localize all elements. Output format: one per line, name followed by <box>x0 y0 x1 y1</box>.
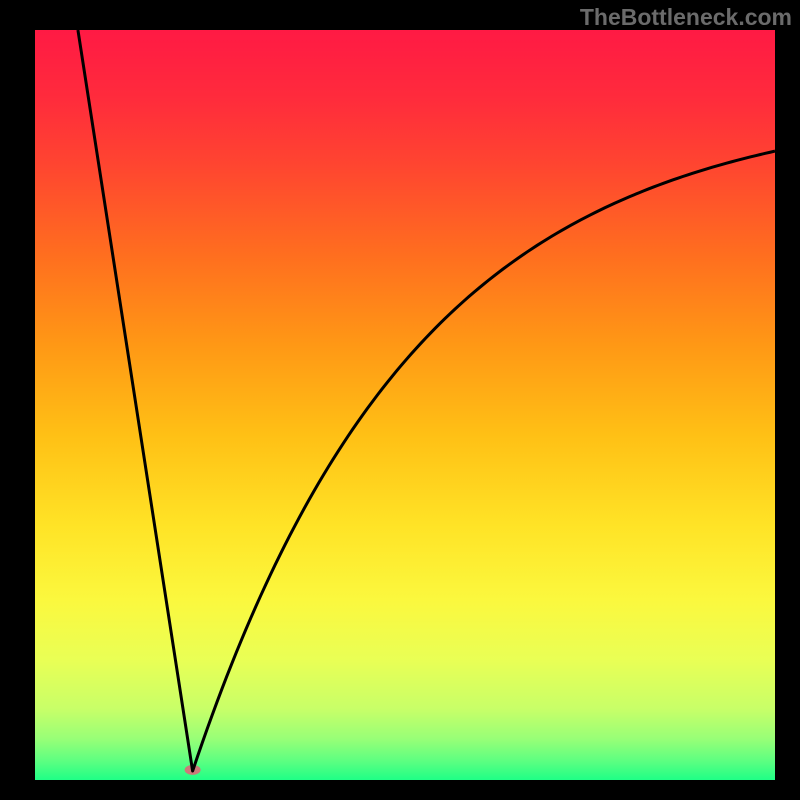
watermark-text: TheBottleneck.com <box>580 4 792 31</box>
chart-curve <box>35 30 775 780</box>
plot-area <box>35 30 775 780</box>
chart-frame: TheBottleneck.com <box>0 0 800 800</box>
